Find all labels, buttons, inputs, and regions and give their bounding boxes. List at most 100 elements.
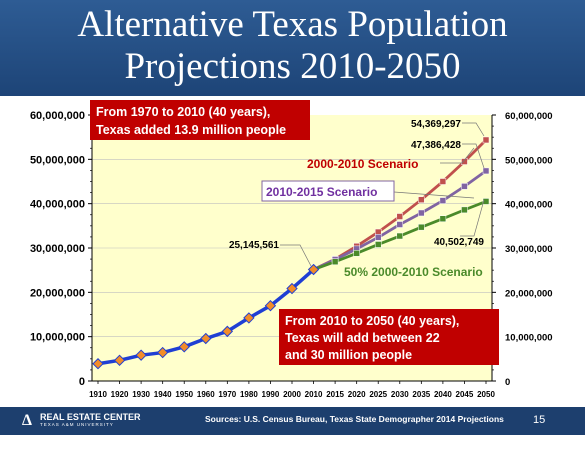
label-50pct-scenario: 50% 2000-2010 Scenario: [344, 265, 483, 279]
page-title: Alternative Texas Population Projections…: [0, 4, 585, 88]
y-tick-label-right: 30,000,000: [505, 244, 553, 255]
data-point-50pct: [353, 250, 360, 257]
data-point-historic: [156, 346, 169, 359]
data-point-2000-2010: [461, 158, 468, 165]
x-tick-label: 1940: [154, 390, 172, 399]
population-chart: 0 0 10,000,000 10,000,000 20,000,000 20,000,0…: [30, 100, 553, 399]
x-tick-label: 1920: [111, 390, 129, 399]
real-estate-center-logo: ∆ REAL ESTATE CENTER TEXAS A&M UNIVERSIT…: [18, 411, 141, 431]
data-point-2000-2010: [482, 136, 490, 144]
data-point-2010-2015: [482, 167, 490, 175]
data-point-historic: [135, 349, 147, 361]
data-point-historic: [113, 354, 126, 367]
data-point-historic: [264, 299, 277, 312]
data-point-2000-2010: [418, 196, 425, 203]
label-2000-2010-scenario: 2000-2010 Scenario: [307, 157, 418, 171]
data-point-50pct: [439, 215, 447, 222]
title-line-2: Projections 2010-2050: [124, 46, 461, 87]
logo-name: REAL ESTATE CENTER: [40, 412, 141, 422]
x-tick-label: 1970: [218, 390, 236, 399]
footer-bar: [0, 407, 585, 435]
x-tick-label: 2035: [412, 390, 430, 399]
callout-top-line-1: From 1970 to 2010 (40 years),: [96, 105, 270, 119]
y-tick-label-right: 20,000,000: [505, 288, 553, 299]
leader-47386428: [462, 143, 485, 169]
label-box-2010-2015: [261, 180, 395, 202]
series-markers: [92, 136, 490, 370]
page-number: 15: [533, 414, 546, 426]
title-bar: [0, 0, 585, 96]
data-point-2010-2015: [396, 221, 404, 228]
data-point-50pct: [418, 223, 425, 231]
atm-logo-icon: ∆: [22, 412, 32, 429]
y-tick-labels: 0 0 10,000,000 10,000,000 20,000,000 20,000,0…: [30, 110, 553, 388]
data-point-historic: [221, 325, 234, 338]
data-point-50pct: [331, 258, 339, 265]
point-label-47386428: 47,386,428: [411, 140, 461, 151]
data-point-50pct: [396, 232, 404, 240]
data-point-50pct: [374, 241, 382, 248]
y-tick-label-left: 30,000,000: [30, 243, 85, 255]
callout-bottom-line-3: and 30 million people: [285, 348, 412, 362]
x-tick-label: 2010: [305, 390, 323, 399]
data-point-historic: [286, 282, 298, 295]
y-tick-label-left: 50,000,000: [30, 154, 85, 166]
data-point-historic: [178, 341, 190, 353]
data-point-50pct: [482, 198, 490, 205]
x-tick-label: 1960: [197, 390, 215, 399]
leader-2010-2015: [393, 191, 475, 199]
x-tick-label: 1950: [175, 390, 193, 399]
point-label-40502749: 40,502,749: [434, 237, 484, 248]
point-label-54369297: 54,369,297: [411, 119, 461, 130]
x-tick-label: 2050: [477, 390, 495, 399]
title-line-1: Alternative Texas Population: [77, 4, 508, 45]
data-point-historic: [307, 263, 320, 276]
data-point-historic: [92, 358, 104, 370]
x-tick-label: 1990: [262, 390, 280, 399]
y-tick-label-left: 20,000,000: [30, 287, 85, 299]
callout-bottom: [279, 309, 499, 365]
y-tick-label-right: 10,000,000: [505, 333, 553, 344]
data-point-2010-2015: [418, 209, 425, 217]
data-point-2000-2010: [439, 178, 447, 185]
y-tick-label-right: 0: [505, 377, 510, 388]
callout-bottom-line-2: Texas will add between 22: [285, 331, 440, 345]
x-tick-label: 2045: [456, 390, 474, 399]
y-tick-label-left: 40,000,000: [30, 199, 85, 211]
point-label-25145561: 25,145,561: [229, 240, 279, 251]
label-2010-2015-scenario: 2010-2015 Scenario: [266, 185, 377, 199]
x-tick-label: 2015: [326, 390, 344, 399]
x-tick-label: 1930: [132, 390, 150, 399]
data-point-2010-2015: [374, 234, 382, 241]
x-tick-label: 2000: [283, 390, 301, 399]
data-point-50pct: [461, 206, 468, 214]
data-point-2000-2010: [396, 213, 404, 220]
leader-54369297: [462, 122, 485, 137]
leader-2000-2010: [440, 147, 475, 164]
y-tick-label-right: 40,000,000: [505, 200, 553, 211]
x-tick-label: 2030: [391, 390, 409, 399]
y-tick-label-left: 0: [79, 376, 85, 388]
data-point-historic: [200, 332, 212, 345]
x-tick-label: 1910: [89, 390, 107, 399]
leader-25145561: [280, 244, 312, 267]
leader-lines: [280, 122, 485, 267]
y-tick-label-right: 50,000,000: [505, 155, 553, 166]
x-tick-label: 2025: [369, 390, 387, 399]
leader-40502749: [460, 199, 485, 237]
callout-bottom-line-1: From 2010 to 2050 (40 years),: [285, 314, 459, 328]
y-tick-label-right: 60,000,000: [505, 111, 553, 122]
callout-top: [90, 100, 310, 140]
y-tick-label-left: 10,000,000: [30, 332, 85, 344]
data-point-2010-2015: [439, 197, 447, 204]
logo-subtitle: TEXAS A&M UNIVERSITY: [40, 422, 114, 427]
x-tick-label: 2040: [434, 390, 452, 399]
data-point-2010-2015: [461, 183, 468, 190]
x-tick-label: 2020: [348, 390, 366, 399]
sources-note: Sources: U.S. Census Bureau, Texas State…: [205, 414, 504, 424]
callout-top-line-2: Texas added 13.9 million people: [96, 123, 286, 137]
y-tick-label-left: 60,000,000: [30, 110, 85, 122]
x-tick-labels: 1910 1920 1930 1940 1950 1960 1970 1980 1990 2000…: [89, 381, 495, 399]
data-point-historic: [243, 312, 255, 324]
x-tick-label: 1980: [240, 390, 258, 399]
